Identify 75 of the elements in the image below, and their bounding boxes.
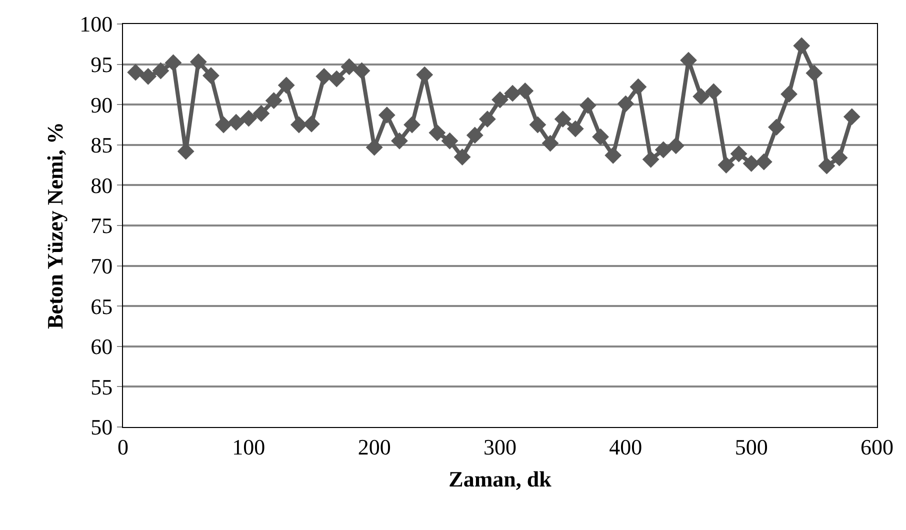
point (692, 88, 710, 105)
y-tick-label: 70 (90, 254, 113, 278)
point (316, 68, 333, 85)
point (730, 145, 748, 162)
point (667, 137, 684, 154)
y-tick-label: 80 (90, 172, 113, 198)
y-tick-label: 90 (90, 92, 113, 118)
point (190, 53, 207, 70)
point (516, 82, 534, 100)
point (454, 148, 471, 166)
point (428, 124, 446, 142)
point (592, 128, 609, 146)
point (215, 116, 232, 134)
point (290, 116, 308, 134)
point (604, 146, 622, 164)
point (642, 150, 660, 168)
point (580, 96, 596, 114)
point (303, 115, 320, 132)
y-axis-title: Beton Yüzey Nemi, % (42, 122, 68, 329)
y-tick-label: 100 (80, 12, 113, 37)
y-tick-label: 65 (90, 294, 113, 319)
x-tick-label: 0 (118, 434, 128, 460)
point (240, 110, 258, 127)
point (768, 118, 785, 136)
x-tick-label: 200 (358, 434, 391, 460)
point (328, 70, 346, 88)
x-tick-label: 600 (860, 434, 894, 460)
y-tick-label: 85 (90, 132, 113, 158)
point (353, 62, 370, 80)
point (705, 83, 722, 100)
point (566, 120, 584, 138)
point (542, 134, 559, 152)
point (127, 64, 144, 81)
point (478, 110, 496, 128)
point (780, 86, 798, 103)
point (265, 92, 282, 110)
point (202, 67, 220, 84)
point (391, 132, 408, 150)
point (228, 114, 245, 131)
point (140, 68, 157, 85)
point (340, 58, 358, 76)
point (654, 141, 672, 158)
point (843, 108, 860, 126)
point (441, 132, 458, 150)
point (466, 126, 484, 144)
point (152, 62, 170, 80)
point (404, 116, 420, 134)
point (793, 37, 810, 54)
point (164, 54, 182, 72)
point (529, 116, 546, 134)
point (806, 64, 823, 82)
point (630, 78, 647, 96)
point (278, 76, 295, 94)
y-tick-label: 75 (90, 213, 113, 238)
point (492, 91, 508, 108)
y-tick-label: 95 (90, 52, 113, 77)
point (366, 138, 383, 156)
y-tick-label: 50 (90, 414, 113, 440)
x-tick-label: 500 (734, 434, 768, 460)
point (755, 153, 772, 170)
point (504, 84, 522, 102)
x-tick-label: 100 (232, 434, 266, 460)
y-tick-label: 60 (90, 334, 113, 360)
point (617, 95, 634, 112)
point (830, 149, 848, 166)
point (742, 154, 760, 172)
point (378, 106, 396, 124)
x-tick-label: 400 (609, 434, 642, 460)
point (818, 157, 836, 174)
point (252, 105, 270, 122)
x-axis-title: Zaman, dk (448, 466, 552, 492)
y-tick-label: 55 (90, 374, 113, 400)
point (554, 110, 572, 128)
x-tick-label: 300 (484, 434, 516, 460)
point (718, 156, 735, 174)
